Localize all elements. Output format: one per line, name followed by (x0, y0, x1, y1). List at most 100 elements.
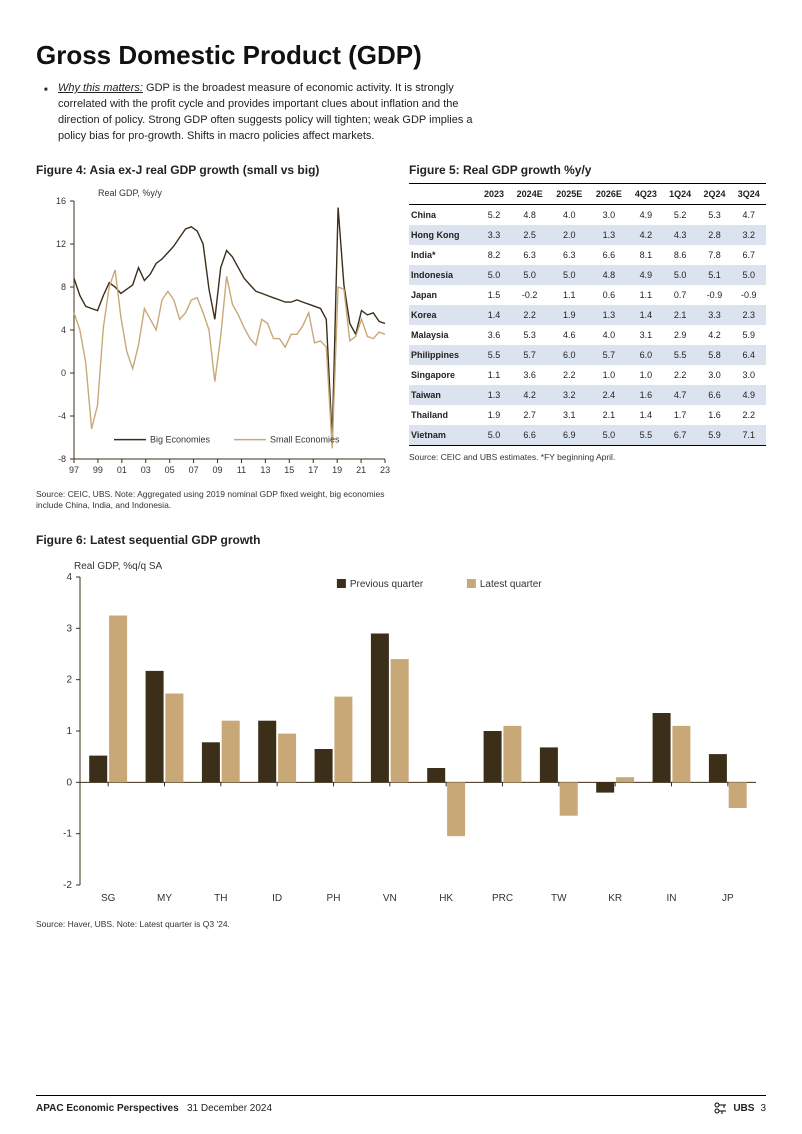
table-col-header: 2023 (478, 183, 510, 204)
table-cell: 1.6 (629, 385, 663, 405)
table-cell: 5.0 (589, 425, 629, 446)
table-cell: 1.4 (629, 305, 663, 325)
table-cell: 5.1 (697, 265, 731, 285)
footer-pageno: 3 (760, 1103, 766, 1114)
table-col-header: 1Q24 (663, 183, 697, 204)
svg-text:1: 1 (66, 726, 72, 737)
table-col-header: 2Q24 (697, 183, 731, 204)
table-row: Thailand1.92.73.12.11.41.71.62.2 (409, 405, 766, 425)
table-cell: 2.3 (732, 305, 766, 325)
table-cell: 3.1 (629, 325, 663, 345)
table-cell: 6.0 (629, 345, 663, 365)
svg-text:3: 3 (66, 623, 72, 634)
footer-pub: APAC Economic Perspectives (36, 1103, 179, 1114)
table-cell: 2.8 (697, 225, 731, 245)
table-cell: 2.2 (510, 305, 550, 325)
svg-text:Latest quarter: Latest quarter (480, 579, 542, 590)
table-cell: 4.6 (549, 325, 589, 345)
table-cell: 6.0 (549, 345, 589, 365)
table-cell: 3.0 (589, 204, 629, 225)
table-col-header: 4Q23 (629, 183, 663, 204)
table-cell: 6.7 (732, 245, 766, 265)
table-cell: Malaysia (409, 325, 478, 345)
svg-text:Previous quarter: Previous quarter (350, 579, 424, 590)
table-col-header: 2026E (589, 183, 629, 204)
svg-text:99: 99 (93, 465, 103, 475)
svg-text:07: 07 (189, 465, 199, 475)
table-cell: 5.3 (697, 204, 731, 225)
fig6-chart: -2-101234Real GDP, %q/q SASGMYTHIDPHVNHK… (36, 553, 766, 913)
table-cell: 6.6 (697, 385, 731, 405)
table-cell: -0.9 (697, 285, 731, 305)
svg-text:11: 11 (237, 465, 246, 475)
table-cell: India* (409, 245, 478, 265)
svg-text:ID: ID (272, 893, 282, 904)
svg-text:KR: KR (608, 893, 622, 904)
table-col-header: 2025E (549, 183, 589, 204)
svg-text:PRC: PRC (492, 893, 513, 904)
table-cell: 2.9 (663, 325, 697, 345)
svg-text:4: 4 (66, 572, 72, 583)
table-cell: 3.1 (549, 405, 589, 425)
table-row: Vietnam5.06.66.95.05.56.75.97.1 (409, 425, 766, 446)
footer-date: 31 December 2024 (187, 1103, 272, 1114)
table-cell: 4.2 (697, 325, 731, 345)
table-cell: 5.8 (697, 345, 731, 365)
table-cell: 8.2 (478, 245, 510, 265)
svg-text:HK: HK (439, 893, 453, 904)
table-cell: 1.5 (478, 285, 510, 305)
table-cell: 1.4 (478, 305, 510, 325)
table-row: Hong Kong3.32.52.01.34.24.32.83.2 (409, 225, 766, 245)
page-title: Gross Domestic Product (GDP) (36, 40, 766, 71)
table-cell: 5.2 (663, 204, 697, 225)
svg-text:01: 01 (117, 465, 127, 475)
svg-text:Real GDP, %y/y: Real GDP, %y/y (98, 188, 162, 198)
table-cell: 3.6 (510, 365, 550, 385)
table-cell: 5.9 (697, 425, 731, 446)
table-cell: 2.2 (732, 405, 766, 425)
fig6-title: Figure 6: Latest sequential GDP growth (36, 533, 766, 547)
fig5-source: Source: CEIC and UBS estimates. *FY begi… (409, 452, 766, 463)
svg-text:Real GDP, %q/q SA: Real GDP, %q/q SA (74, 561, 163, 572)
fig4-title: Figure 4: Asia ex-J real GDP growth (sma… (36, 163, 391, 177)
table-cell: Thailand (409, 405, 478, 425)
table-cell: 5.3 (510, 325, 550, 345)
table-cell: Indonesia (409, 265, 478, 285)
table-cell: Taiwan (409, 385, 478, 405)
svg-text:SG: SG (101, 893, 116, 904)
table-cell: 3.2 (549, 385, 589, 405)
table-cell: 4.8 (589, 265, 629, 285)
bullet-icon: ■ (44, 86, 48, 95)
table-row: Singapore1.13.62.21.01.02.23.03.0 (409, 365, 766, 385)
svg-text:-2: -2 (63, 880, 72, 891)
table-cell: 4.9 (629, 265, 663, 285)
table-cell: 4.2 (629, 225, 663, 245)
svg-text:8: 8 (61, 282, 66, 292)
table-cell: 6.3 (510, 245, 550, 265)
table-cell: 5.9 (732, 325, 766, 345)
table-row: Japan1.5-0.21.10.61.10.7-0.9-0.9 (409, 285, 766, 305)
table-row: Philippines5.55.76.05.76.05.55.86.4 (409, 345, 766, 365)
table-cell: 1.3 (478, 385, 510, 405)
table-cell: 6.4 (732, 345, 766, 365)
table-row: China5.24.84.03.04.95.25.34.7 (409, 204, 766, 225)
table-cell: 3.0 (732, 365, 766, 385)
table-cell: 8.6 (663, 245, 697, 265)
table-cell: Korea (409, 305, 478, 325)
svg-text:MY: MY (157, 893, 172, 904)
table-cell: 0.6 (589, 285, 629, 305)
table-cell: 1.4 (629, 405, 663, 425)
table-cell: -0.2 (510, 285, 550, 305)
table-cell: 1.3 (589, 225, 629, 245)
table-cell: Vietnam (409, 425, 478, 446)
table-col-header (409, 183, 478, 204)
why-lead: Why this matters: (58, 82, 143, 94)
table-cell: 4.0 (549, 204, 589, 225)
table-cell: 2.4 (589, 385, 629, 405)
table-cell: 4.9 (629, 204, 663, 225)
table-cell: 5.0 (663, 265, 697, 285)
table-cell: 5.0 (478, 265, 510, 285)
table-cell: 2.1 (663, 305, 697, 325)
svg-text:-1: -1 (63, 829, 72, 840)
table-cell: 6.6 (589, 245, 629, 265)
